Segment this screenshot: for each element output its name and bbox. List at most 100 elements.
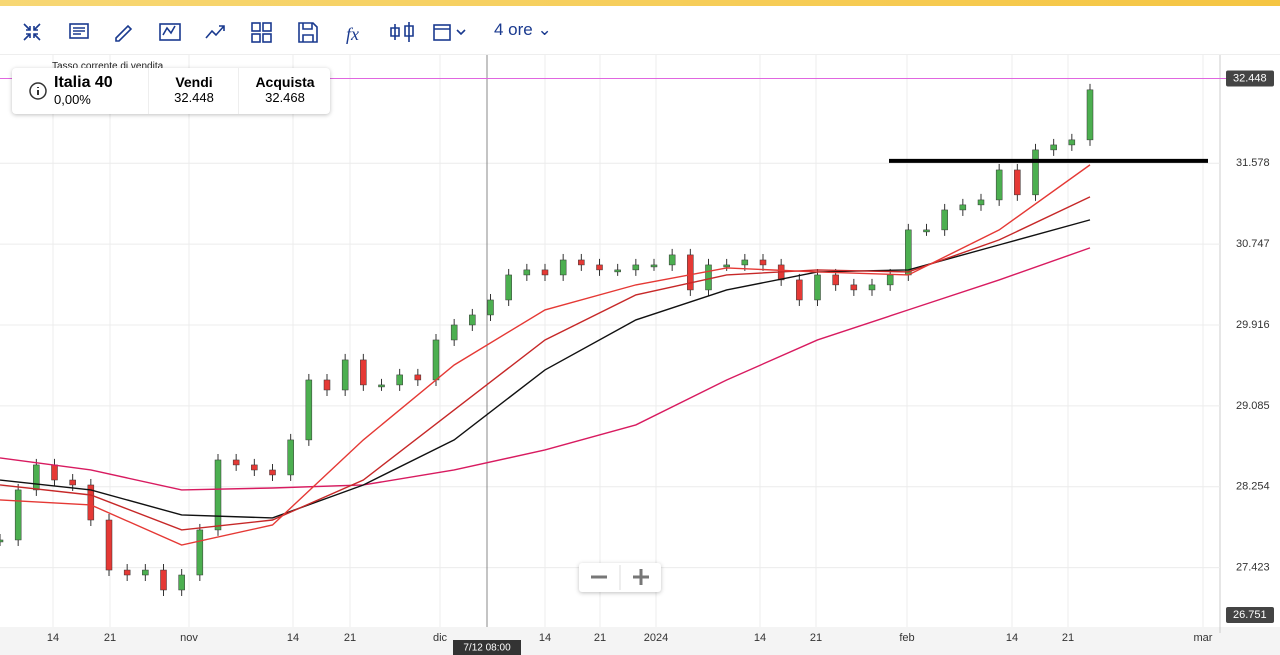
candle xyxy=(796,279,803,301)
candle xyxy=(232,459,240,466)
candle xyxy=(432,339,440,381)
candle xyxy=(814,274,821,301)
x-tick-label: nov xyxy=(180,632,198,644)
y-tick-label: 31.578 xyxy=(1236,157,1270,169)
moving-average xyxy=(0,219,1091,519)
candle xyxy=(1050,144,1057,151)
sell-price: 32.448 xyxy=(174,90,214,105)
candle xyxy=(178,574,185,591)
candle xyxy=(705,264,712,291)
candle xyxy=(450,324,458,341)
candle xyxy=(959,204,967,211)
candle xyxy=(614,269,621,273)
candle xyxy=(196,529,204,576)
candle xyxy=(341,359,349,391)
x-tick-label: dic xyxy=(433,632,448,644)
low-tag xyxy=(1226,607,1274,623)
candle xyxy=(214,459,222,531)
x-tick-label: 21 xyxy=(1062,632,1074,644)
crosshair-label: 7/12 08:00 xyxy=(463,643,511,654)
candle xyxy=(941,209,948,231)
candle xyxy=(287,439,294,476)
candle xyxy=(378,384,385,388)
zoom-in[interactable] xyxy=(633,569,649,585)
candle xyxy=(269,469,276,476)
x-tick-label: mar xyxy=(1194,632,1213,644)
y-tick-label: 27.423 xyxy=(1236,562,1270,574)
candle xyxy=(541,269,549,276)
toolbar: fx 4 ore ⌄ xyxy=(0,6,1280,55)
candle xyxy=(868,284,876,291)
x-tick-label: 14 xyxy=(287,632,299,644)
caption: Tasso corrente di vendita xyxy=(52,61,164,72)
svg-text:fx: fx xyxy=(346,24,359,44)
toolbar-icons[interactable]: fx xyxy=(20,20,500,44)
candle xyxy=(505,274,512,301)
candle xyxy=(414,374,422,381)
candle xyxy=(323,379,331,391)
buy-price: 32.468 xyxy=(265,90,305,105)
candle xyxy=(559,259,567,276)
crosshair-tag xyxy=(453,640,521,655)
candle xyxy=(142,569,149,576)
candle xyxy=(832,274,839,286)
candle xyxy=(687,254,694,291)
moving-average xyxy=(0,247,1091,491)
candle xyxy=(1014,169,1021,196)
x-tick-label: 14 xyxy=(47,632,59,644)
candle xyxy=(886,274,894,286)
interval-select[interactable]: 4 ore ⌄ xyxy=(494,20,552,39)
info-box: Italia 40 0,00% Vendi 32.448 Acquista 32.46… xyxy=(12,68,330,114)
candle xyxy=(723,264,730,268)
zoom-controls xyxy=(579,563,661,592)
accent-bar xyxy=(0,0,1280,6)
y-tick-label: 28.254 xyxy=(1236,481,1270,493)
moving-average xyxy=(0,164,1091,546)
info-icon[interactable] xyxy=(28,81,48,101)
candle xyxy=(87,484,95,521)
candle xyxy=(741,259,749,266)
candle xyxy=(850,284,858,291)
candle xyxy=(668,254,676,266)
candle xyxy=(578,259,585,266)
sell-label: Vendi xyxy=(175,74,213,90)
candle xyxy=(105,519,113,571)
candle xyxy=(69,479,76,486)
y-tick-label: 29.085 xyxy=(1236,400,1270,412)
candle xyxy=(632,264,640,271)
y-tick-label: 30.747 xyxy=(1236,238,1270,250)
candle xyxy=(360,359,367,386)
candle xyxy=(1032,149,1039,196)
candle xyxy=(396,374,403,386)
x-tick-label: 21 xyxy=(344,632,356,644)
candle xyxy=(469,314,476,326)
candle xyxy=(305,379,313,441)
low-tag-label: 26.751 xyxy=(1233,609,1267,621)
candle xyxy=(923,229,930,233)
axis-band xyxy=(0,627,1280,655)
moving-average xyxy=(0,196,1091,531)
candle xyxy=(1068,139,1076,146)
x-tick-label: 14 xyxy=(539,632,551,644)
instrument: Italia 40 xyxy=(54,74,113,91)
x-tick-label: 2024 xyxy=(644,632,668,644)
candle xyxy=(905,229,912,276)
candle xyxy=(1086,89,1094,141)
x-tick-label: feb xyxy=(899,632,914,644)
candle xyxy=(0,539,4,543)
candle xyxy=(759,259,767,266)
candle xyxy=(123,569,131,576)
x-tick-label: 21 xyxy=(104,632,116,644)
candle xyxy=(251,464,258,471)
candle xyxy=(977,199,985,206)
candle xyxy=(33,464,40,491)
candle xyxy=(487,299,494,316)
chart: 27.423 28.254 29.085 29.916 30.747 31.578 14 21… xyxy=(0,55,1280,655)
candle xyxy=(596,264,603,271)
candle xyxy=(160,569,167,591)
y-tick-label: 29.916 xyxy=(1236,319,1270,331)
candle xyxy=(995,169,1003,201)
price-tag xyxy=(1226,70,1274,87)
candle xyxy=(650,264,658,268)
x-tick-label: 21 xyxy=(810,632,822,644)
